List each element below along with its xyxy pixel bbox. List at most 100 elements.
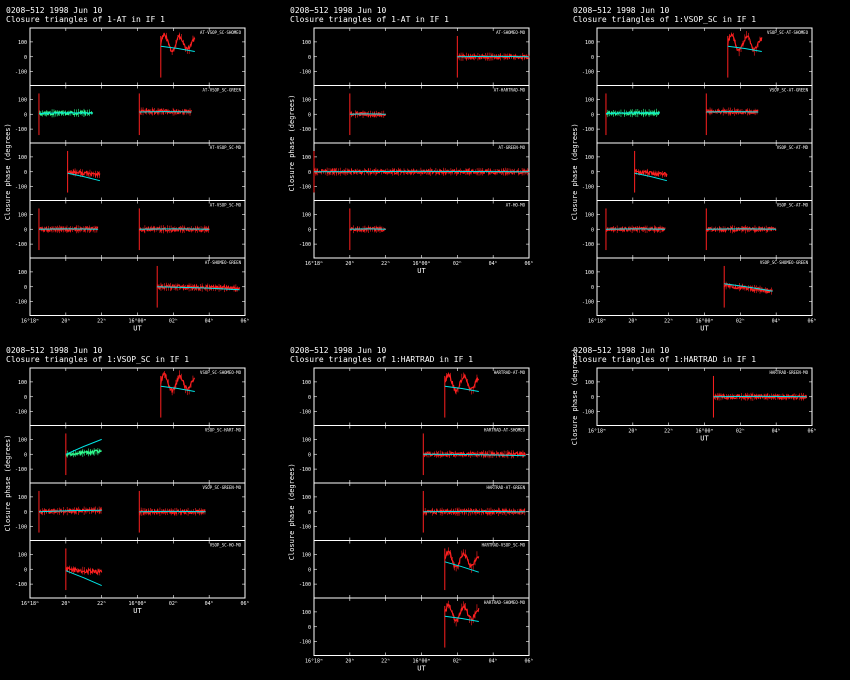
x-tick-label: 02ʰ — [169, 319, 178, 325]
figure-header-title: Closure triangles of 1:VSOP_SC in IF 1 — [6, 355, 189, 364]
panel-1: 100 0 -100 VSOP_SC-AT-SHOMEO — [582, 27, 813, 86]
x-tick-label: 16°18ᵐ — [305, 659, 323, 665]
y-tick-label: -100 — [15, 410, 27, 416]
x-axis-label: UT — [700, 325, 709, 333]
panel-frame — [29, 367, 246, 426]
figure-header-title: Closure triangles of 1:VSOP_SC in IF 1 — [573, 15, 756, 24]
y-tick-label: 0 — [24, 112, 27, 118]
model-curve — [727, 45, 762, 52]
panel-3: 100 0 -100 AT-VSOP_SC-MD — [15, 142, 246, 201]
triangle-label: VSOP_SC-AT-GREEN — [769, 88, 808, 93]
panel-frame — [29, 540, 246, 599]
figure-header-date: 0208−512 1998 Jun 10 — [573, 346, 670, 355]
y-tick-label: -100 — [15, 300, 27, 306]
x-axis-label: UT — [133, 325, 142, 333]
y-tick-label: 0 — [591, 170, 594, 176]
y-tick-label: 100 — [18, 212, 27, 218]
triangle-label: HARTRAD-VSOP_SC-MO — [482, 543, 526, 548]
y-tick-label: 0 — [308, 510, 311, 516]
triangle-label: AT-HARTRAD-MO — [494, 88, 526, 93]
model-curve — [634, 172, 668, 182]
panel-1: 100 0 -100 VSOP_SC-SHOMEO-MO — [15, 367, 246, 426]
model-curve — [67, 172, 101, 182]
panel-frame — [313, 200, 530, 259]
y-tick-label: 100 — [18, 97, 27, 103]
y-tick-label: 0 — [591, 227, 594, 233]
model-curve — [423, 453, 526, 457]
y-tick-label: 100 — [302, 40, 311, 46]
triangle-label: AT-SHOMEO-GREEN — [205, 260, 242, 265]
x-tick-label: 06ʰ — [524, 659, 533, 665]
closure-phase-data — [65, 448, 103, 457]
x-tick-label: 20ʰ — [628, 319, 637, 325]
x-tick-label: 20ʰ — [345, 659, 354, 665]
panel-2: 100 0 -100 VSOP_SC-AT-GREEN — [582, 85, 813, 144]
y-tick-label: 0 — [24, 55, 27, 61]
panel-5: 100 0 -100 HARTRAD-SHOMEO-MO — [299, 597, 530, 656]
x-tick-label: 16°18ᵐ — [21, 319, 39, 325]
y-axis-label: Closure phase (degrees) — [571, 348, 579, 445]
triangle-label: HARTRAD-AT-SHOMEO — [484, 428, 526, 433]
y-axis-label: Closure phase (degrees) — [288, 463, 296, 560]
triangle-label: VSOP_SC-SHOMEO-MO — [200, 370, 242, 375]
model-curve — [65, 438, 102, 455]
figure-header-title: Closure triangles of 1-AT in IF 1 — [6, 15, 165, 24]
y-tick-label: 0 — [308, 55, 311, 61]
y-tick-label: 100 — [302, 212, 311, 218]
triangle-label: VSOP_SC-AT-SHOMEO — [767, 30, 809, 35]
panel-5: 100 0 -100 VSOP_SC-SHOMEO-GREEN — [582, 257, 813, 316]
y-tick-label: -100 — [299, 242, 311, 248]
x-axis-label: UT — [417, 267, 426, 275]
y-axis-label: Closure phase (degrees) — [4, 123, 12, 220]
x-tick-label: 04ʰ — [772, 429, 781, 435]
panel-4: 100 0 -100 VSOP_SC-HO-MO — [15, 540, 246, 599]
triangle-label: VSOP_SC-SHOMEO-GREEN — [760, 260, 809, 265]
y-tick-label: -100 — [299, 525, 311, 531]
x-tick-label: 16°18ᵐ — [305, 261, 323, 267]
triangle-label: AT-SHOMEO-MO — [496, 30, 525, 35]
y-tick-label: 100 — [585, 270, 594, 276]
figure-header-date: 0208−512 1998 Jun 10 — [290, 6, 387, 15]
y-tick-label: 0 — [24, 452, 27, 458]
x-tick-label: 22ʰ — [97, 319, 106, 325]
x-tick-label: 16°00ᵐ — [128, 319, 146, 325]
triangle-label: AT-GREEN-MO — [499, 145, 526, 150]
x-tick-label: 04ʰ — [205, 601, 214, 607]
y-tick-label: -100 — [582, 300, 594, 306]
panel-frame — [596, 27, 813, 86]
panel-4: 100 0 -100 VSOP_SC-AT-MO — [582, 200, 813, 259]
x-tick-label: 16°00ᵐ — [412, 261, 430, 267]
y-tick-label: -100 — [582, 242, 594, 248]
y-tick-label: 0 — [591, 395, 594, 401]
y-tick-label: 0 — [24, 227, 27, 233]
y-tick-label: 0 — [308, 395, 311, 401]
panel-frame — [596, 257, 813, 316]
figure-header-date: 0208−512 1998 Jun 10 — [6, 346, 103, 355]
x-tick-label: 02ʰ — [736, 429, 745, 435]
y-axis-label: Closure phase (degrees) — [288, 95, 296, 192]
y-tick-label: 100 — [585, 212, 594, 218]
x-tick-label: 20ʰ — [61, 319, 70, 325]
panel-1: 100 0 -100 AT-VSOP_SC-SHOMEO — [15, 27, 246, 86]
x-tick-label: 16°18ᵐ — [588, 429, 606, 435]
y-tick-label: 0 — [308, 567, 311, 573]
x-tick-label: 16°00ᵐ — [412, 659, 430, 665]
y-tick-label: 0 — [308, 227, 311, 233]
triangle-label: HARTRAD-AT-MO — [494, 370, 526, 375]
y-tick-label: 0 — [591, 55, 594, 61]
y-tick-label: 0 — [591, 285, 594, 291]
x-tick-label: 16°00ᵐ — [695, 319, 713, 325]
triangle-label: VSOP_SC-AT-MD — [777, 145, 809, 150]
y-tick-label: 0 — [24, 170, 27, 176]
model-curve — [157, 286, 240, 291]
panel-frame — [29, 142, 246, 201]
model-curve — [160, 385, 195, 392]
y-tick-label: 100 — [18, 155, 27, 161]
y-tick-label: 100 — [18, 40, 27, 46]
y-tick-label: -100 — [299, 640, 311, 646]
panel-3: 100 0 -100 VSOP_SC-GREEN-MO — [15, 482, 246, 541]
model-curve — [444, 385, 479, 392]
